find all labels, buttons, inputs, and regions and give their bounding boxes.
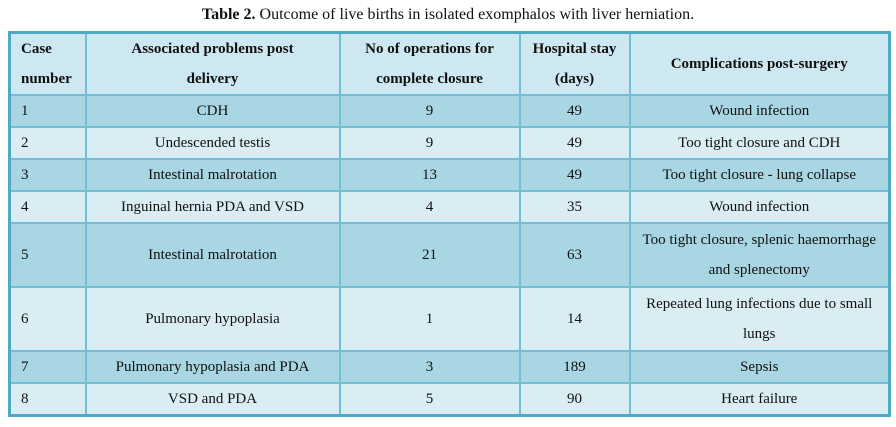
outcomes-table: Case number Associated problems post del…	[8, 31, 891, 417]
cell-case-number: 1	[8, 94, 87, 128]
cell-operations: 21	[338, 222, 521, 288]
cell-complications: Repeated lung infections due to small lu…	[628, 286, 891, 352]
table-row: 2 Undescended testis 9 49 Too tight clos…	[8, 126, 891, 160]
cell-hospital-stay: 63	[518, 222, 631, 288]
cell-operations: 3	[338, 350, 521, 384]
cell-associated-problems: CDH	[84, 94, 341, 128]
cell-hospital-stay: 49	[518, 94, 631, 128]
cell-case-number: 7	[8, 350, 87, 384]
cell-complications: Too tight closure and CDH	[628, 126, 891, 160]
cell-associated-problems: Intestinal malrotation	[84, 158, 341, 192]
table-caption-text: Outcome of live births in isolated exomp…	[255, 6, 695, 23]
column-header-label: Hospital stay (days)	[532, 41, 617, 87]
cell-operations: 1	[338, 286, 521, 352]
cell-complications: Too tight closure - lung collapse	[628, 158, 891, 192]
column-header-label: No of operations for complete closure	[365, 41, 494, 87]
table-row: 3 Intestinal malrotation 13 49 Too tight…	[8, 158, 891, 192]
cell-case-number: 8	[8, 382, 87, 417]
cell-case-number: 4	[8, 190, 87, 224]
cell-hospital-stay: 49	[518, 126, 631, 160]
cell-operations: 9	[338, 126, 521, 160]
column-header-case-number: Case number	[8, 31, 87, 96]
column-header-label: Associated problems post delivery	[131, 41, 294, 87]
cell-complications: Heart failure	[628, 382, 891, 417]
cell-associated-problems: Intestinal malrotation	[84, 222, 341, 288]
table-row: 7 Pulmonary hypoplasia and PDA 3 189 Sep…	[8, 350, 891, 384]
column-header-associated-problems: Associated problems post delivery	[84, 31, 341, 96]
cell-associated-problems: VSD and PDA	[84, 382, 341, 417]
cell-hospital-stay: 189	[518, 350, 631, 384]
table-row: 4 Inguinal hernia PDA and VSD 4 35 Wound…	[8, 190, 891, 224]
header-row: Case number Associated problems post del…	[8, 31, 891, 96]
column-header-complications: Complications post-surgery	[628, 31, 891, 96]
column-header-hospital-stay: Hospital stay (days)	[518, 31, 631, 96]
cell-case-number: 3	[8, 158, 87, 192]
cell-hospital-stay: 49	[518, 158, 631, 192]
cell-hospital-stay: 35	[518, 190, 631, 224]
cell-complications: Wound infection	[628, 94, 891, 128]
table-caption: Table 2. Outcome of live births in isola…	[0, 0, 896, 25]
table-row: 6 Pulmonary hypoplasia 1 14 Repeated lun…	[8, 286, 891, 352]
cell-associated-problems: Undescended testis	[84, 126, 341, 160]
cell-operations: 4	[338, 190, 521, 224]
cell-case-number: 2	[8, 126, 87, 160]
column-header-label: Complications post-surgery	[670, 56, 848, 72]
cell-operations: 9	[338, 94, 521, 128]
table-row: 8 VSD and PDA 5 90 Heart failure	[8, 382, 891, 417]
column-header-label: Case number	[21, 41, 72, 87]
cell-associated-problems: Pulmonary hypoplasia and PDA	[84, 350, 341, 384]
table-row: 1 CDH 9 49 Wound infection	[8, 94, 891, 128]
cell-associated-problems: Pulmonary hypoplasia	[84, 286, 341, 352]
cell-case-number: 5	[8, 222, 87, 288]
cell-operations: 5	[338, 382, 521, 417]
cell-case-number: 6	[8, 286, 87, 352]
cell-associated-problems: Inguinal hernia PDA and VSD	[84, 190, 341, 224]
cell-complications: Too tight closure, splenic haemorrhage a…	[628, 222, 891, 288]
cell-complications: Sepsis	[628, 350, 891, 384]
cell-hospital-stay: 90	[518, 382, 631, 417]
cell-hospital-stay: 14	[518, 286, 631, 352]
table-caption-label: Table 2.	[201, 6, 256, 23]
cell-operations: 13	[338, 158, 521, 192]
column-header-operations: No of operations for complete closure	[338, 31, 521, 96]
cell-complications: Wound infection	[628, 190, 891, 224]
table-row: 5 Intestinal malrotation 21 63 Too tight…	[8, 222, 891, 288]
